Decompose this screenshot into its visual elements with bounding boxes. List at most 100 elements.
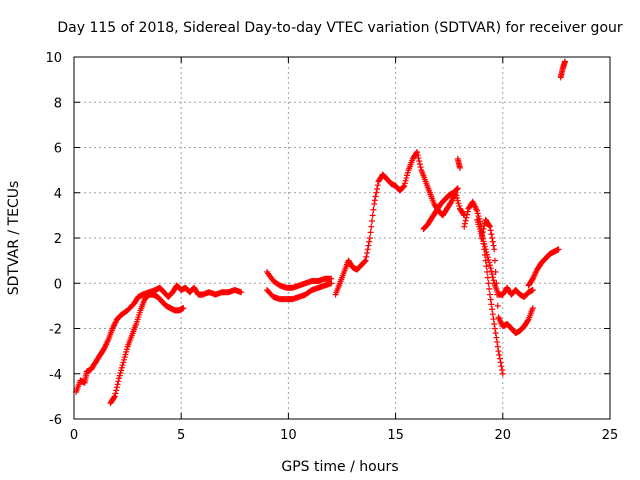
data-point-interp: [400, 183, 407, 190]
data-point-interp: [481, 243, 488, 250]
data-point: [474, 207, 481, 214]
data-point-interp: [481, 222, 488, 229]
data-point-interp: [371, 197, 378, 204]
data-point: [478, 235, 485, 241]
data-point-interp: [491, 325, 498, 332]
data-point: [482, 246, 489, 253]
data-point-interp: [489, 274, 496, 281]
y-tick-label: -6: [49, 413, 62, 428]
data-point-interp: [416, 158, 423, 165]
data-point: [238, 289, 245, 296]
data-point-interp: [455, 200, 462, 207]
x-axis-label: GPS time / hours: [281, 459, 398, 475]
y-tick-label: 10: [45, 51, 62, 66]
data-point-interp: [492, 330, 499, 337]
chart-title: Day 115 of 2018, Sidereal Day-to-day VTE…: [57, 20, 623, 36]
grid-lines: [74, 57, 610, 419]
data-point-interp: [475, 213, 482, 220]
y-tick-label: -2: [49, 323, 62, 338]
data-point-interp: [485, 256, 492, 263]
data-point-interp: [498, 363, 505, 370]
data-point-interp: [113, 384, 120, 391]
y-tick-labels: -6 -4 -2 0 2 4 6 8 10: [45, 51, 62, 428]
data-point-interp: [454, 197, 461, 204]
data-point-interp: [497, 359, 504, 366]
data-point: [486, 291, 493, 298]
data-point: [486, 262, 493, 269]
data-point: [366, 235, 373, 241]
y-tick-label: 0: [54, 277, 62, 292]
data-point-interp: [484, 254, 491, 261]
data-point: [328, 275, 335, 282]
data-point-interp: [115, 378, 122, 385]
data-point-interp: [493, 280, 500, 287]
data-point-interp: [404, 172, 411, 179]
data-point-interp: [479, 231, 486, 238]
data-point-interp: [524, 317, 531, 324]
data-point: [561, 58, 568, 65]
y-axis-label: SDTVAR / TECUs: [6, 181, 22, 296]
data-point-interp: [414, 152, 421, 159]
x-tick-label: 15: [387, 428, 404, 443]
data-point-interp: [494, 291, 501, 298]
data-point-interp: [461, 220, 468, 227]
data-point-interp: [491, 257, 498, 264]
data-point-interp: [119, 362, 126, 369]
data-point: [461, 223, 468, 230]
data-point-interp: [486, 259, 493, 266]
data-point-interp: [493, 334, 500, 341]
data-point-interp: [486, 285, 493, 292]
data-point-interp: [114, 381, 121, 388]
data-point-interp: [486, 222, 493, 229]
y-tick-label: -4: [49, 368, 62, 383]
data-point-interp: [489, 306, 496, 313]
data-point-interp: [490, 316, 497, 323]
data-point-interp: [369, 212, 376, 219]
data-point: [454, 185, 461, 192]
data-point-interp: [121, 354, 128, 361]
data-point: [371, 201, 378, 208]
data-point: [456, 164, 463, 171]
data-point: [555, 246, 562, 253]
data-point-interp: [372, 193, 379, 200]
data-point-interp: [123, 346, 130, 353]
data-point: [529, 305, 536, 312]
data-point-interp: [463, 214, 470, 221]
data-point: [491, 246, 498, 253]
data-point-interp: [496, 355, 503, 362]
data-point-interp: [488, 301, 495, 308]
data-point-interp: [484, 268, 491, 275]
data-point-interp: [123, 348, 130, 355]
data-point-interp: [118, 367, 125, 374]
plot-frame: [73, 56, 611, 420]
data-point: [495, 348, 502, 355]
data-point-interp: [485, 280, 492, 287]
x-tick-labels: 0 5 10 15 20 25: [70, 428, 618, 443]
data-point-interp: [415, 155, 422, 162]
x-tick-label: 10: [280, 428, 297, 443]
data-point-interp: [488, 231, 495, 238]
data-point: [499, 370, 506, 377]
data-point-interp: [496, 351, 503, 358]
data-point: [486, 223, 493, 230]
data-point-interp: [483, 263, 490, 270]
data-point-interp: [404, 169, 411, 176]
data-point-interp: [484, 251, 491, 258]
data-point-interp: [118, 364, 125, 371]
data-point: [491, 320, 498, 327]
data-point-interp: [483, 248, 490, 255]
data-point-interp: [368, 223, 375, 230]
data-points: [73, 58, 568, 407]
data-point-interp: [480, 225, 487, 232]
data-point-interp: [366, 238, 373, 245]
x-tick-label: 25: [602, 428, 619, 443]
data-point-interp: [489, 271, 496, 278]
data-point-interp: [454, 185, 461, 192]
data-point-interp: [488, 268, 495, 275]
y-tick-label: 6: [54, 142, 62, 157]
data-point-interp: [481, 241, 488, 248]
data-point: [180, 305, 187, 312]
data-point-interp: [417, 164, 424, 171]
data-point: [111, 393, 118, 400]
